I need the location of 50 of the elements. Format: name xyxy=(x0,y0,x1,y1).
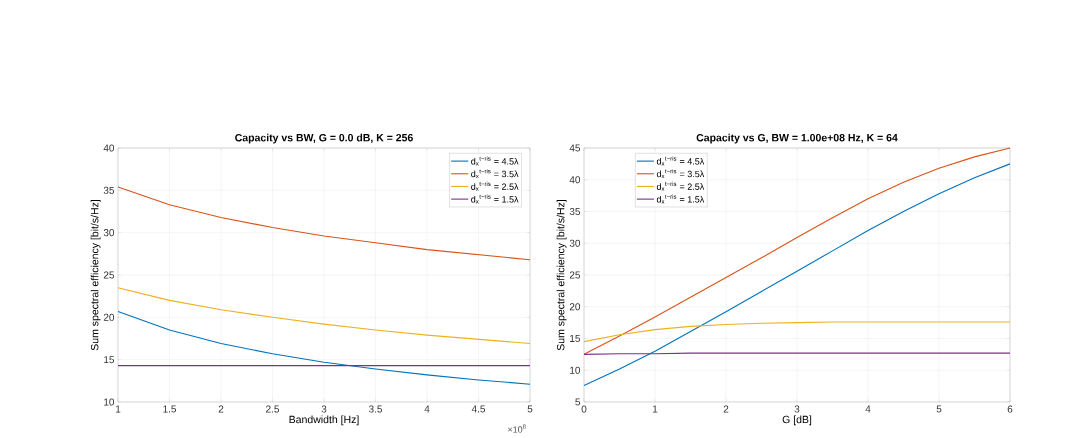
legend-label: d$_{x}$$^{t−ris}$ = 3.5λ xyxy=(656,168,705,179)
legend-label: d$_{x}$$^{t−ris}$ = 2.5λ xyxy=(656,181,705,191)
legend-label: d$_{x}$$^{t−ris}$ = 2.5λ xyxy=(471,181,519,191)
y-tick-label: 40 xyxy=(569,176,581,184)
y-tick-label: 25 xyxy=(569,271,581,279)
y-tick-label: 20 xyxy=(569,303,581,311)
y-tick-label: 10 xyxy=(104,398,115,406)
x-tick-label: 2 xyxy=(218,405,224,413)
y-tick-label: 35 xyxy=(103,186,115,194)
line-series xyxy=(583,163,1011,387)
x-tick-label: 3 xyxy=(321,405,327,413)
x-tick-label: 5 xyxy=(527,405,533,413)
x-tick-label: 5 xyxy=(936,405,942,413)
chart-title: Capacity vs G, BW = 1.00e+08 Hz, K = 64 xyxy=(696,133,898,144)
y-axis-title: Sum spectral efficiency [bit/s/Hz] xyxy=(556,199,567,351)
x-tick-label: 0 xyxy=(581,405,587,413)
chart-title: Capacity vs BW, G = 0.0 dB, K = 256 xyxy=(235,133,413,144)
y-tick-label: 35 xyxy=(569,207,581,216)
y-tick-label: 10 xyxy=(570,366,581,374)
legend-label: d$_{x}$$^{t−ris}$ = 1.5λ xyxy=(471,194,519,204)
y-tick-label: 25 xyxy=(103,271,115,279)
y-tick-label: 5 xyxy=(575,398,581,406)
x-tick-label: 4 xyxy=(424,405,430,413)
x-tick-label: 4 xyxy=(865,405,871,413)
y-tick-label: 30 xyxy=(569,239,581,247)
x-tick-label: 2 xyxy=(723,405,729,413)
x-tick-label: 1 xyxy=(116,405,121,413)
y-tick-label: 40 xyxy=(103,144,115,152)
x-tick-label: 3.5 xyxy=(368,405,383,413)
text: ×10$^{8}$ xyxy=(508,424,526,433)
x-tick-label: 1.5 xyxy=(163,405,177,413)
legend-label: d$_{x}$$^{t−ris}$ = 4.5λ xyxy=(471,156,519,166)
y-axis-title: Sum spectral efficiency [bit/s/Hz] xyxy=(90,199,101,351)
legend-label: d$_{x}$$^{t−ris}$ = 1.5λ xyxy=(656,194,705,204)
x-axis-title: G [dB] xyxy=(782,415,812,426)
y-tick-label: 30 xyxy=(103,229,115,237)
x-axis-title: Bandwidth [Hz] xyxy=(289,415,359,426)
y-tick-label: 15 xyxy=(104,356,115,364)
x-tick-label: 3 xyxy=(794,405,800,413)
line-series xyxy=(583,147,1011,355)
legend-label: d$_{x}$$^{t−ris}$ = 3.5λ xyxy=(471,168,519,179)
x-tick-label: 1 xyxy=(652,405,658,413)
x-tick-label: 6 xyxy=(1007,405,1013,413)
y-tick-label: 20 xyxy=(103,313,115,321)
line-series xyxy=(117,310,531,385)
legend-label: d$_{x}$$^{t−ris}$ = 4.5λ xyxy=(656,156,705,166)
y-tick-label: 45 xyxy=(569,144,581,152)
y-tick-label: 15 xyxy=(570,334,581,342)
x-tick-label: 4.5 xyxy=(471,405,486,413)
x-tick-label: 2.5 xyxy=(266,405,280,413)
